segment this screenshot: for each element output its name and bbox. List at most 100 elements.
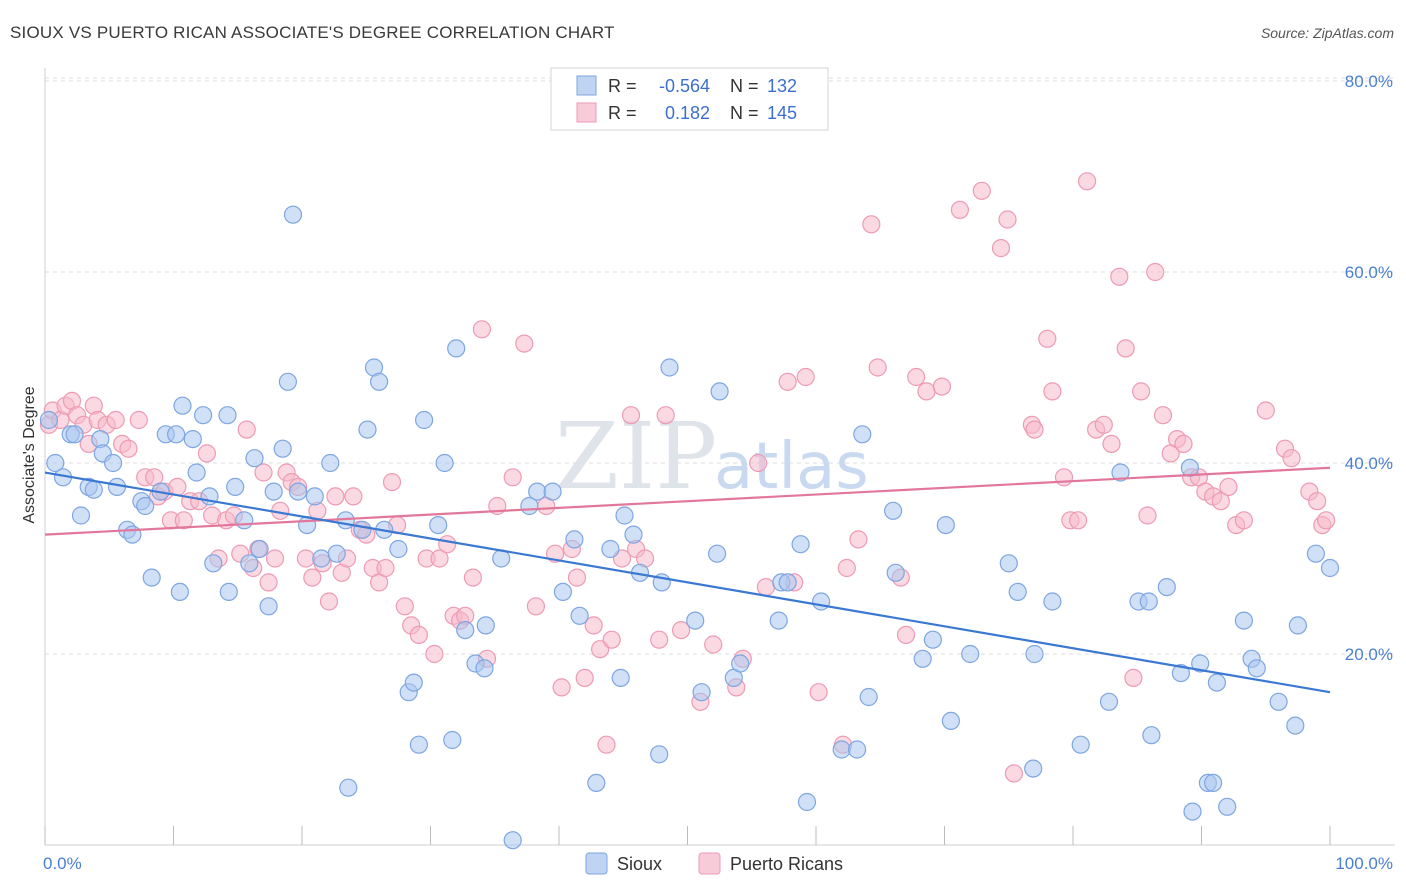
sioux-point <box>170 582 189 602</box>
puerto-ricans-point <box>319 592 339 611</box>
sioux-point <box>503 831 522 850</box>
sioux-point <box>961 644 980 664</box>
puerto-ricans-point <box>119 439 138 458</box>
puerto-ricans-point <box>395 597 414 616</box>
sioux-point <box>443 730 462 750</box>
puerto-ricans-point <box>1077 172 1097 191</box>
puerto-ricans-point <box>168 477 187 496</box>
puerto-ricans-point <box>197 444 216 463</box>
sioux-point <box>1171 663 1191 683</box>
puerto-ricans-point <box>602 630 621 649</box>
source-credit: Source: ZipAtlas.com <box>1260 25 1394 41</box>
sioux-point <box>339 778 358 797</box>
puerto-ricans-point <box>896 625 916 645</box>
x-tick-label-end: 100.0% <box>1335 854 1393 873</box>
sioux-point <box>305 487 324 506</box>
puerto-ricans-point <box>1054 468 1074 487</box>
sioux-point <box>358 420 377 439</box>
puerto-ricans-point <box>1153 406 1173 425</box>
sioux-point <box>84 480 103 499</box>
puerto-ricans-point <box>998 210 1017 229</box>
puerto-ricans-point <box>671 620 691 640</box>
puerto-ricans-point <box>376 558 395 578</box>
puerto-ricans-point <box>526 597 546 616</box>
sioux-point <box>660 358 679 377</box>
puerto-ricans-point <box>472 320 491 339</box>
sioux-point <box>611 668 630 688</box>
y-tick-label: 80.0% <box>1345 72 1393 91</box>
puerto-ricans-point <box>809 683 828 702</box>
sioux-point <box>173 396 192 415</box>
sioux-point <box>219 582 238 602</box>
puerto-ricans-point <box>1234 511 1254 530</box>
sioux-point <box>587 773 606 793</box>
y-axis-title: Associate's Degree <box>21 386 38 523</box>
trendline-sioux <box>44 471 1331 694</box>
puerto-ricans-point <box>1256 401 1275 420</box>
sioux-point <box>1320 558 1340 578</box>
chart-title: SIOUX VS PUERTO RICAN ASSOCIATE'S DEGREE… <box>10 23 615 42</box>
sioux-point <box>1139 592 1158 611</box>
sioux-point <box>312 549 331 568</box>
sioux-point <box>435 453 454 473</box>
bottom-legend-swatch-sioux <box>585 852 608 875</box>
sioux-point <box>797 792 817 812</box>
tick-labels: 20.0% 40.0% 60.0% 80.0% 0.0% 100.0% <box>43 72 1393 873</box>
puerto-ricans-point <box>1211 492 1230 511</box>
legend-n-value-sioux: 132 <box>767 76 797 96</box>
puerto-ricans-point <box>597 735 616 754</box>
sioux-point <box>1099 692 1119 711</box>
bottom-legend-swatch-puerto-ricans <box>698 852 721 875</box>
legend-swatch-puerto-ricans <box>576 102 597 123</box>
sioux-point <box>283 205 303 224</box>
sioux-point <box>847 740 867 759</box>
sioux-point <box>167 425 186 444</box>
sioux-point <box>570 606 589 625</box>
sioux-point <box>204 554 223 573</box>
puerto-ricans-point <box>1308 492 1327 511</box>
puerto-ricans-point <box>1102 434 1121 453</box>
sioux-point <box>1024 759 1043 778</box>
puerto-ricans-point <box>438 535 457 554</box>
puerto-ricans-point <box>430 549 449 568</box>
sioux-point <box>913 649 932 668</box>
sioux-point <box>686 611 705 630</box>
sioux-point <box>136 496 155 516</box>
sioux-point <box>1180 458 1200 477</box>
puerto-ricans-point <box>796 367 815 387</box>
bottom-legend: Sioux Puerto Ricans <box>585 852 843 875</box>
sioux-point <box>194 406 213 425</box>
sioux-point <box>321 453 340 473</box>
puerto-ricans-point <box>932 377 952 396</box>
watermark-atlas: atlas <box>714 430 869 504</box>
sioux-point <box>650 745 669 764</box>
sioux-point <box>447 339 466 358</box>
sioux-point <box>1043 592 1062 611</box>
puerto-ricans-point <box>1116 339 1135 358</box>
sioux-point <box>264 482 283 501</box>
puerto-ricans-point <box>1110 267 1129 286</box>
puerto-ricans-point <box>129 410 148 430</box>
puerto-ricans-point <box>552 678 571 697</box>
sioux-point <box>1203 773 1223 793</box>
puerto-ricans-point <box>1068 511 1088 530</box>
sioux-point <box>553 582 573 602</box>
trendline-puerto-ricans <box>44 466 1331 536</box>
sioux-point <box>409 735 428 754</box>
puerto-ricans-point <box>950 200 970 219</box>
sioux-point <box>226 477 245 496</box>
puerto-ricans-point <box>303 568 322 587</box>
sioux-point <box>886 563 905 582</box>
puerto-ricans-point <box>991 239 1011 258</box>
puerto-ricans-point <box>265 549 285 568</box>
sioux-point <box>327 544 346 563</box>
sioux-point <box>46 453 65 473</box>
sioux-point <box>1269 692 1288 711</box>
sioux-point <box>1111 463 1130 482</box>
sioux-point <box>39 410 59 430</box>
sioux-point <box>353 520 372 539</box>
sioux-point <box>1306 544 1326 563</box>
sioux-point <box>273 439 292 458</box>
puerto-ricans-point <box>1146 262 1165 282</box>
